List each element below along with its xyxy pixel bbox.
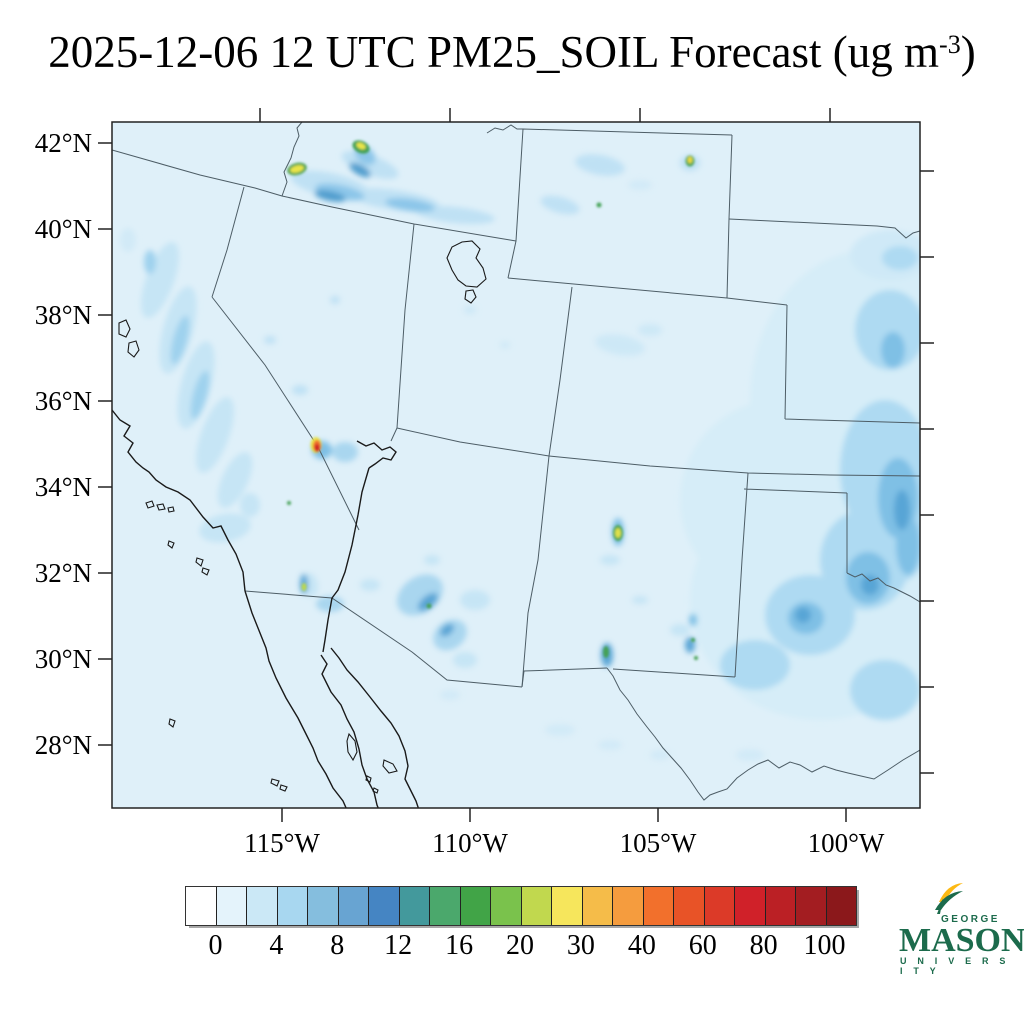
lat-tick-label: 30°N — [35, 644, 92, 674]
coastlines — [112, 240, 487, 808]
lon-tick-label: 110°W — [432, 828, 508, 858]
colorbar-cell — [795, 887, 826, 925]
axis-tick-labels: 42°N 40°N 38°N 36°N 34°N 32°N 30°N 28°N 115°W 110… — [35, 128, 885, 858]
gmu-flame-icon — [935, 883, 963, 914]
gmu-logo-george: GEORGE — [941, 914, 1000, 925]
colorbar-cell — [307, 887, 338, 925]
dust-field-west-texas — [680, 230, 920, 720]
colorbar-tick-label: 4 — [269, 930, 284, 961]
colorbar-cell — [246, 887, 277, 925]
dust-field-misc — [264, 154, 764, 761]
colorbar-tick-label: 80 — [749, 930, 778, 961]
title-suffix: ) — [960, 27, 976, 77]
page-title: 2025-12-06 12 UTC PM25_SOIL Forecast (ug… — [0, 26, 1024, 78]
lat-tick-label: 32°N — [35, 558, 92, 588]
colorbar-cell — [520, 887, 551, 925]
lon-tick-label: 105°W — [620, 828, 697, 858]
colorbar — [185, 886, 857, 926]
lat-tick-label: 42°N — [35, 128, 92, 158]
colorbar-cell — [398, 887, 429, 925]
lon-tick-label: 100°W — [808, 828, 885, 858]
colorbar-tick-label: 12 — [384, 930, 413, 961]
colorbar-tick-label: 8 — [330, 930, 345, 961]
colorbar-cell — [642, 887, 673, 925]
colorbar-tick-label: 30 — [566, 930, 595, 961]
colorbar-cell — [276, 887, 307, 925]
dust-field-sierra-nevada — [120, 228, 260, 543]
title-superscript: -3 — [939, 30, 961, 59]
colorbar-cell — [215, 887, 246, 925]
lat-tick-label: 40°N — [35, 214, 92, 244]
lat-tick-label: 36°N — [35, 386, 92, 416]
colorbar-cell — [368, 887, 399, 925]
colorbar-tick-label: 16 — [445, 930, 474, 961]
colorbar-cell — [429, 887, 460, 925]
colorbar-cell — [581, 887, 612, 925]
colorbar-cell — [337, 887, 368, 925]
lon-tick-label: 115°W — [244, 828, 320, 858]
colorbar-cell — [490, 887, 521, 925]
colorbar-cell — [764, 887, 795, 925]
axis-ticks — [98, 108, 934, 822]
colorbar-cell — [612, 887, 643, 925]
colorbar-cell — [673, 887, 704, 925]
gmu-logo-university: U N I V E R S I T Y — [900, 956, 1010, 976]
colorbar-cell — [551, 887, 582, 925]
title-text: 2025-12-06 12 UTC PM25_SOIL Forecast (ug… — [48, 27, 940, 77]
colorbar-cell — [459, 887, 490, 925]
colorbar-tick-label: 100 — [803, 930, 846, 961]
dust-field-idaho-utah — [290, 145, 495, 224]
lat-tick-label: 28°N — [35, 730, 92, 760]
lat-tick-label: 38°N — [35, 300, 92, 330]
colorbar-tick-label: 20 — [506, 930, 534, 961]
colorbar-tick-label: 0 — [208, 930, 223, 961]
colorbar-cell — [703, 887, 734, 925]
colorbar-cell — [734, 887, 765, 925]
colorbar-cell — [186, 887, 216, 925]
gmu-logo-mason: MASON — [899, 922, 1024, 959]
colorbar-labels: 0 4 8 12 16 20 30 40 60 80 100 — [185, 930, 855, 970]
gmu-logo: GEORGE MASON U N I V E R S I T Y — [897, 883, 1024, 976]
state-borders — [112, 122, 920, 801]
colorbar-tick-label: 40 — [627, 930, 656, 961]
dust-hotspots — [287, 140, 698, 660]
map-frame — [111, 121, 921, 809]
colorbar-cell — [825, 887, 856, 925]
lat-tick-label: 34°N — [35, 472, 92, 502]
colorbar-tick-label: 60 — [688, 930, 717, 961]
